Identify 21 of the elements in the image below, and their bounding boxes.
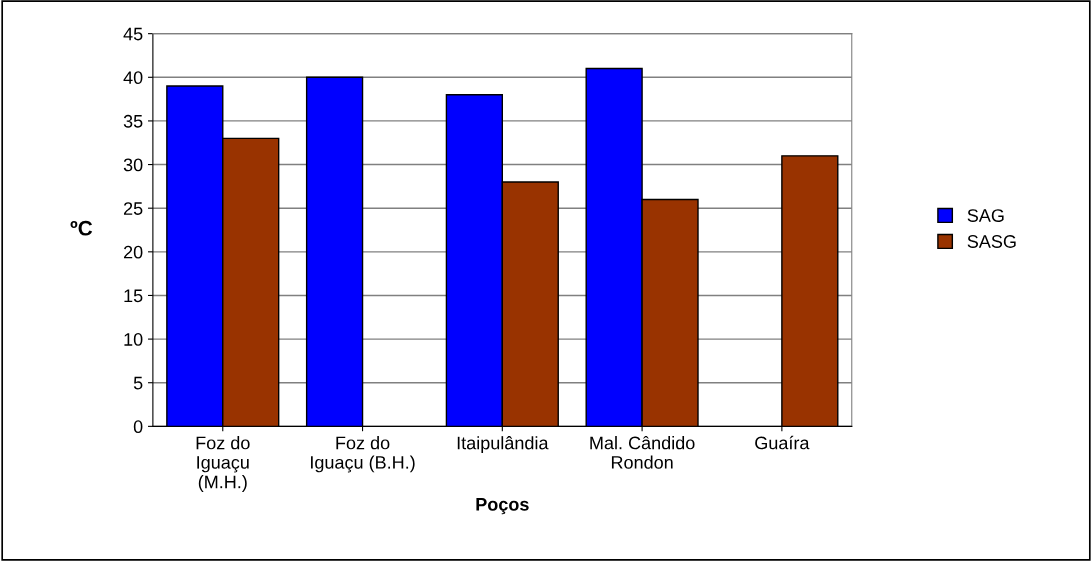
x-tick-label: Itaipulândia: [457, 436, 549, 453]
bar: [305, 76, 364, 427]
legend-label: SAG: [967, 209, 1004, 222]
legend-label: SASG: [967, 235, 1016, 248]
x-tick-label: Foz do Iguaçu (M.H.): [196, 436, 250, 492]
y-tick-label: 5: [133, 376, 143, 390]
bar: [781, 155, 839, 427]
x-tick-label: Mal. Cândido Rondon: [590, 436, 695, 469]
y-tick-label: 25: [123, 202, 143, 215]
y-tick-label: 35: [123, 114, 143, 128]
y-tick-label: 20: [123, 245, 143, 259]
y-tick-label: 40: [123, 71, 143, 85]
y-tick-label: 15: [124, 289, 143, 303]
y-tick-label: 10: [124, 333, 143, 346]
y-tick-label: 45: [123, 27, 143, 41]
x-tick-label: Foz do Iguaçu (B.H.): [311, 436, 415, 473]
x-tick-label: Guaíra: [755, 435, 810, 450]
x-axis-title: Poços: [476, 498, 529, 515]
y-axis-title: ºC: [70, 220, 93, 236]
y-tick-label: 30: [123, 158, 143, 172]
y-tick-label: 0: [133, 420, 143, 434]
